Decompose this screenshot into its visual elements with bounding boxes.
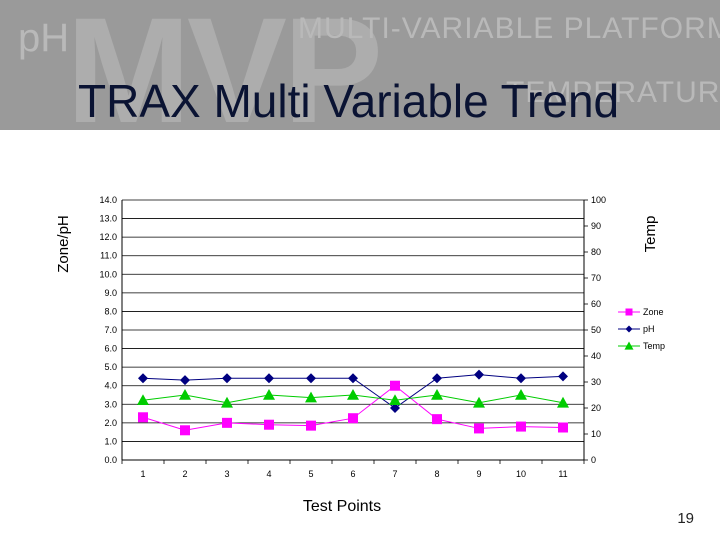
y2-tick-label: 70: [591, 273, 601, 283]
x-tick-label: 8: [434, 469, 439, 479]
y-axis-label: Zone/pH: [55, 215, 72, 273]
y-tick-label: 8.0: [104, 306, 117, 316]
point-zone: [138, 412, 148, 423]
y2-tick-label: 50: [591, 325, 601, 335]
watermark-multi-variable-platform: MULTI-VARIABLE PLATFORM: [298, 12, 720, 45]
point-ph: [516, 373, 526, 384]
y2-tick-label: 40: [591, 351, 601, 361]
point-zone: [390, 380, 400, 391]
x-axis-label: Test Points: [303, 498, 381, 515]
header-banner: pH MVP MULTI-VARIABLE PLATFORM TEMPERATU…: [0, 0, 720, 130]
y2-tick-label: 100: [591, 195, 606, 205]
x-tick-label: 11: [558, 469, 567, 479]
point-temp: [305, 391, 317, 403]
y-tick-label: 6.0: [104, 344, 117, 354]
point-zone: [432, 414, 442, 425]
y-tick-label: 14.0: [99, 195, 117, 205]
point-temp: [473, 396, 485, 408]
y-tick-label: 4.0: [104, 381, 117, 391]
y2-tick-label: 30: [591, 377, 601, 387]
y2-tick-label: 80: [591, 247, 601, 257]
y-tick-label: 5.0: [104, 362, 117, 372]
y-tick-label: 2.0: [104, 418, 117, 428]
x-tick-label: 1: [140, 469, 145, 479]
point-ph: [138, 373, 148, 384]
point-ph: [348, 373, 358, 384]
x-tick-label: 9: [476, 469, 481, 479]
legend-label-zone: Zone: [643, 307, 664, 317]
slide-title: TRAX Multi Variable Trend: [78, 75, 620, 127]
watermark-mvp-logo: MVP: [66, 0, 383, 130]
y-tick-label: 1.0: [104, 436, 117, 446]
point-ph: [432, 373, 442, 384]
point-temp: [179, 389, 191, 400]
y2-tick-label: 60: [591, 299, 601, 309]
y-tick-label: 12.0: [99, 232, 117, 242]
x-tick-label: 5: [308, 469, 313, 479]
point-temp: [557, 396, 569, 408]
legend-marker-zone: [625, 308, 633, 316]
y-tick-label: 7.0: [104, 325, 117, 335]
series-layer: [137, 369, 569, 436]
point-temp: [347, 389, 359, 400]
point-temp: [389, 394, 401, 405]
point-temp: [263, 389, 275, 400]
point-ph: [306, 373, 316, 384]
y-tick-label: 10.0: [99, 269, 117, 279]
x-tick-label: 3: [224, 469, 229, 479]
y2-tick-label: 10: [591, 429, 601, 439]
x-tick-label: 4: [266, 469, 271, 479]
point-zone: [516, 421, 526, 432]
point-temp: [221, 396, 233, 408]
legend-label-temp: Temp: [643, 341, 665, 351]
x-tick-label: 2: [182, 469, 187, 479]
point-temp: [137, 394, 149, 405]
y-tick-label: 13.0: [99, 214, 117, 224]
y2-tick-label: 0: [591, 455, 596, 465]
point-zone: [348, 413, 358, 424]
y2-tick-label: 90: [591, 221, 601, 231]
y-tick-label: 9.0: [104, 288, 117, 298]
y2-tick-label: 20: [591, 403, 601, 413]
point-ph: [180, 375, 190, 386]
point-ph: [390, 403, 400, 413]
point-zone: [306, 420, 316, 431]
y-tick-label: 0.0: [104, 455, 117, 465]
y-tick-label: 11.0: [100, 251, 117, 261]
point-ph: [474, 369, 484, 380]
legend-marker-temp: [624, 341, 634, 350]
point-ph: [264, 373, 274, 384]
point-zone: [264, 419, 274, 430]
point-zone: [222, 417, 232, 428]
legend-marker-ph: [625, 325, 633, 333]
x-tick-label: 7: [392, 469, 397, 479]
page-number: 19: [677, 510, 694, 527]
x-tick-label: 10: [516, 469, 526, 479]
watermark-temperature: TEMPERATURE: [506, 76, 720, 109]
point-temp: [515, 389, 527, 400]
grid-lines: [122, 199, 584, 442]
y2-axis-label: Temp: [642, 216, 659, 253]
point-zone: [474, 423, 484, 434]
point-zone: [558, 422, 568, 433]
legend: Zone pH Temp: [618, 307, 665, 351]
axes: 0.01.02.03.04.05.06.07.08.09.010.011.012…: [99, 195, 606, 479]
point-temp: [431, 389, 443, 400]
x-tick-label: 6: [350, 469, 355, 479]
point-ph: [222, 373, 232, 384]
watermark-ph: pH: [18, 16, 70, 60]
legend-label-ph: pH: [643, 324, 655, 334]
y-tick-label: 3.0: [104, 399, 117, 409]
point-zone: [180, 425, 190, 436]
point-ph: [558, 371, 568, 382]
